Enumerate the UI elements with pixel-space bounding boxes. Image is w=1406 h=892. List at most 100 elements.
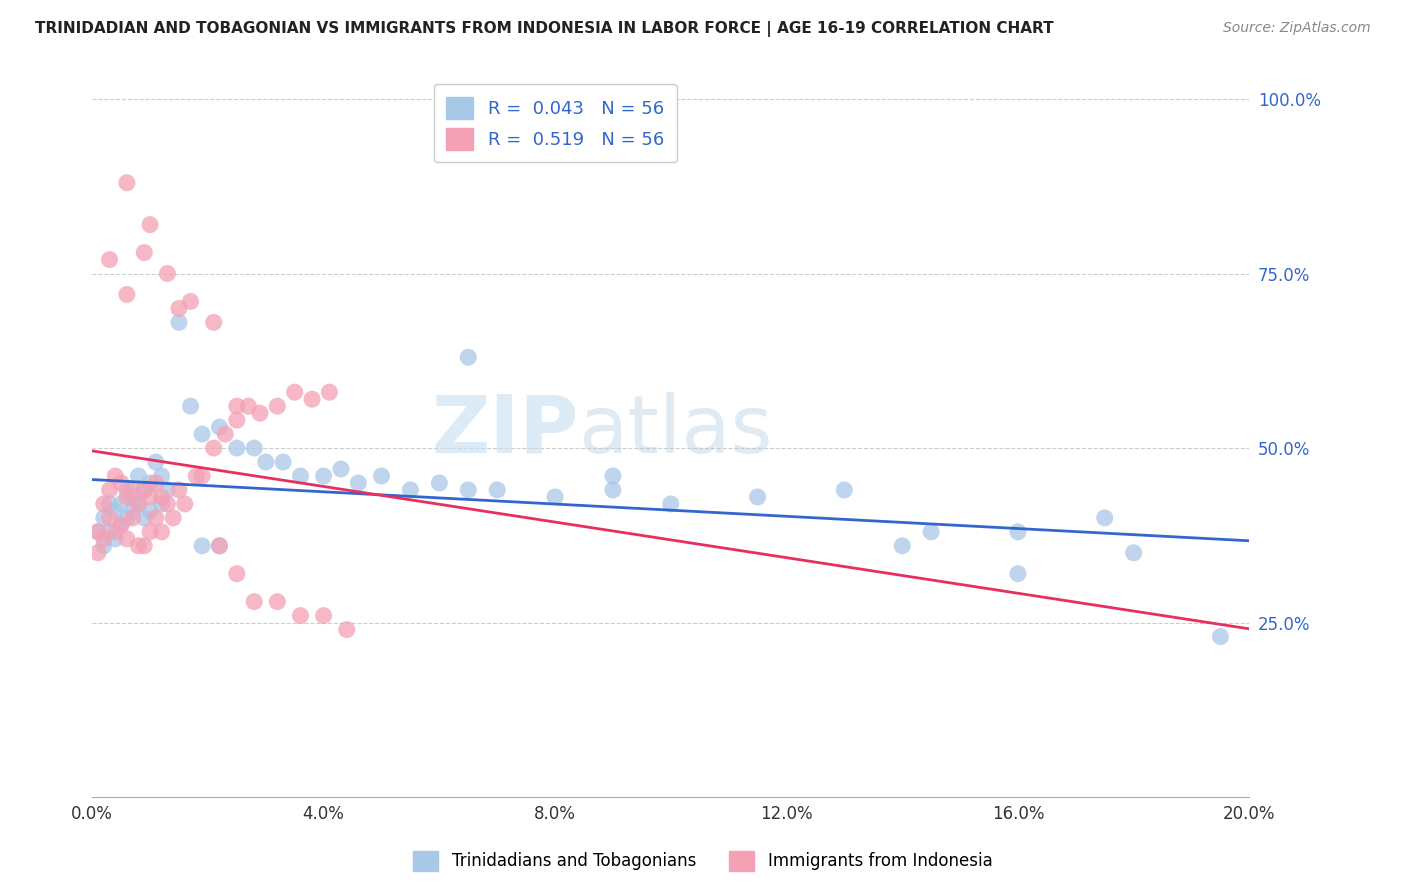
Point bbox=[1094, 511, 1116, 525]
Text: atlas: atlas bbox=[578, 392, 772, 469]
Point bbox=[208, 420, 231, 434]
Point bbox=[115, 532, 138, 546]
Point bbox=[167, 483, 190, 497]
Point bbox=[318, 385, 340, 400]
Point bbox=[457, 483, 479, 497]
Point bbox=[93, 497, 115, 511]
Point bbox=[115, 511, 138, 525]
Point bbox=[1122, 546, 1144, 560]
Point bbox=[127, 469, 149, 483]
Point bbox=[347, 475, 370, 490]
Point bbox=[98, 252, 121, 267]
Point bbox=[225, 441, 247, 455]
Point bbox=[747, 490, 769, 504]
Point bbox=[121, 483, 143, 497]
Point bbox=[115, 287, 138, 301]
Point bbox=[134, 539, 156, 553]
Point bbox=[544, 490, 567, 504]
Point bbox=[191, 539, 214, 553]
Point bbox=[93, 532, 115, 546]
Point bbox=[145, 475, 167, 490]
Point bbox=[115, 483, 138, 497]
Point bbox=[834, 483, 856, 497]
Point bbox=[167, 301, 190, 316]
Point bbox=[290, 608, 312, 623]
Point bbox=[150, 524, 173, 539]
Point bbox=[110, 517, 132, 532]
Point bbox=[139, 504, 162, 518]
Point bbox=[145, 511, 167, 525]
Point bbox=[162, 511, 184, 525]
Point bbox=[110, 497, 132, 511]
Point bbox=[208, 539, 231, 553]
Point bbox=[134, 483, 156, 497]
Point bbox=[284, 385, 307, 400]
Point bbox=[225, 566, 247, 581]
Point bbox=[98, 524, 121, 539]
Point bbox=[87, 524, 110, 539]
Point bbox=[110, 517, 132, 532]
Point bbox=[602, 469, 624, 483]
Point bbox=[104, 469, 127, 483]
Point bbox=[180, 399, 202, 413]
Point bbox=[214, 427, 236, 442]
Point bbox=[1007, 524, 1029, 539]
Point bbox=[486, 483, 509, 497]
Point bbox=[243, 595, 266, 609]
Point bbox=[145, 455, 167, 469]
Point bbox=[1007, 566, 1029, 581]
Point bbox=[139, 218, 162, 232]
Point bbox=[121, 490, 143, 504]
Point bbox=[150, 497, 173, 511]
Point bbox=[301, 392, 323, 407]
Point bbox=[134, 483, 156, 497]
Point bbox=[186, 469, 208, 483]
Point bbox=[150, 469, 173, 483]
Point bbox=[93, 539, 115, 553]
Point bbox=[370, 469, 392, 483]
Point bbox=[266, 595, 288, 609]
Point bbox=[139, 524, 162, 539]
Point bbox=[150, 490, 173, 504]
Point bbox=[98, 483, 121, 497]
Point bbox=[427, 475, 450, 490]
Point bbox=[115, 490, 138, 504]
Text: TRINIDADIAN AND TOBAGONIAN VS IMMIGRANTS FROM INDONESIA IN LABOR FORCE | AGE 16-: TRINIDADIAN AND TOBAGONIAN VS IMMIGRANTS… bbox=[35, 21, 1053, 37]
Point bbox=[98, 511, 121, 525]
Point bbox=[602, 483, 624, 497]
Point bbox=[1209, 630, 1232, 644]
Point bbox=[156, 497, 179, 511]
Point bbox=[104, 524, 127, 539]
Point bbox=[225, 399, 247, 413]
Text: ZIP: ZIP bbox=[432, 392, 578, 469]
Point bbox=[225, 413, 247, 427]
Point bbox=[115, 176, 138, 190]
Legend: R =  0.043   N = 56, R =  0.519   N = 56: R = 0.043 N = 56, R = 0.519 N = 56 bbox=[433, 84, 676, 162]
Point bbox=[180, 294, 202, 309]
Point bbox=[87, 524, 110, 539]
Point bbox=[127, 497, 149, 511]
Point bbox=[238, 399, 260, 413]
Point bbox=[312, 469, 335, 483]
Point bbox=[457, 351, 479, 365]
Point bbox=[134, 245, 156, 260]
Point bbox=[127, 539, 149, 553]
Point bbox=[191, 469, 214, 483]
Point bbox=[110, 475, 132, 490]
Point bbox=[104, 504, 127, 518]
Point bbox=[202, 441, 225, 455]
Legend: Trinidadians and Tobagonians, Immigrants from Indonesia: Trinidadians and Tobagonians, Immigrants… bbox=[405, 842, 1001, 880]
Text: Source: ZipAtlas.com: Source: ZipAtlas.com bbox=[1223, 21, 1371, 35]
Point bbox=[127, 497, 149, 511]
Point bbox=[249, 406, 271, 420]
Point bbox=[271, 455, 294, 469]
Point bbox=[87, 546, 110, 560]
Point bbox=[243, 441, 266, 455]
Point bbox=[290, 469, 312, 483]
Point bbox=[208, 539, 231, 553]
Point bbox=[920, 524, 942, 539]
Point bbox=[312, 608, 335, 623]
Point bbox=[254, 455, 277, 469]
Point bbox=[891, 539, 914, 553]
Point bbox=[139, 475, 162, 490]
